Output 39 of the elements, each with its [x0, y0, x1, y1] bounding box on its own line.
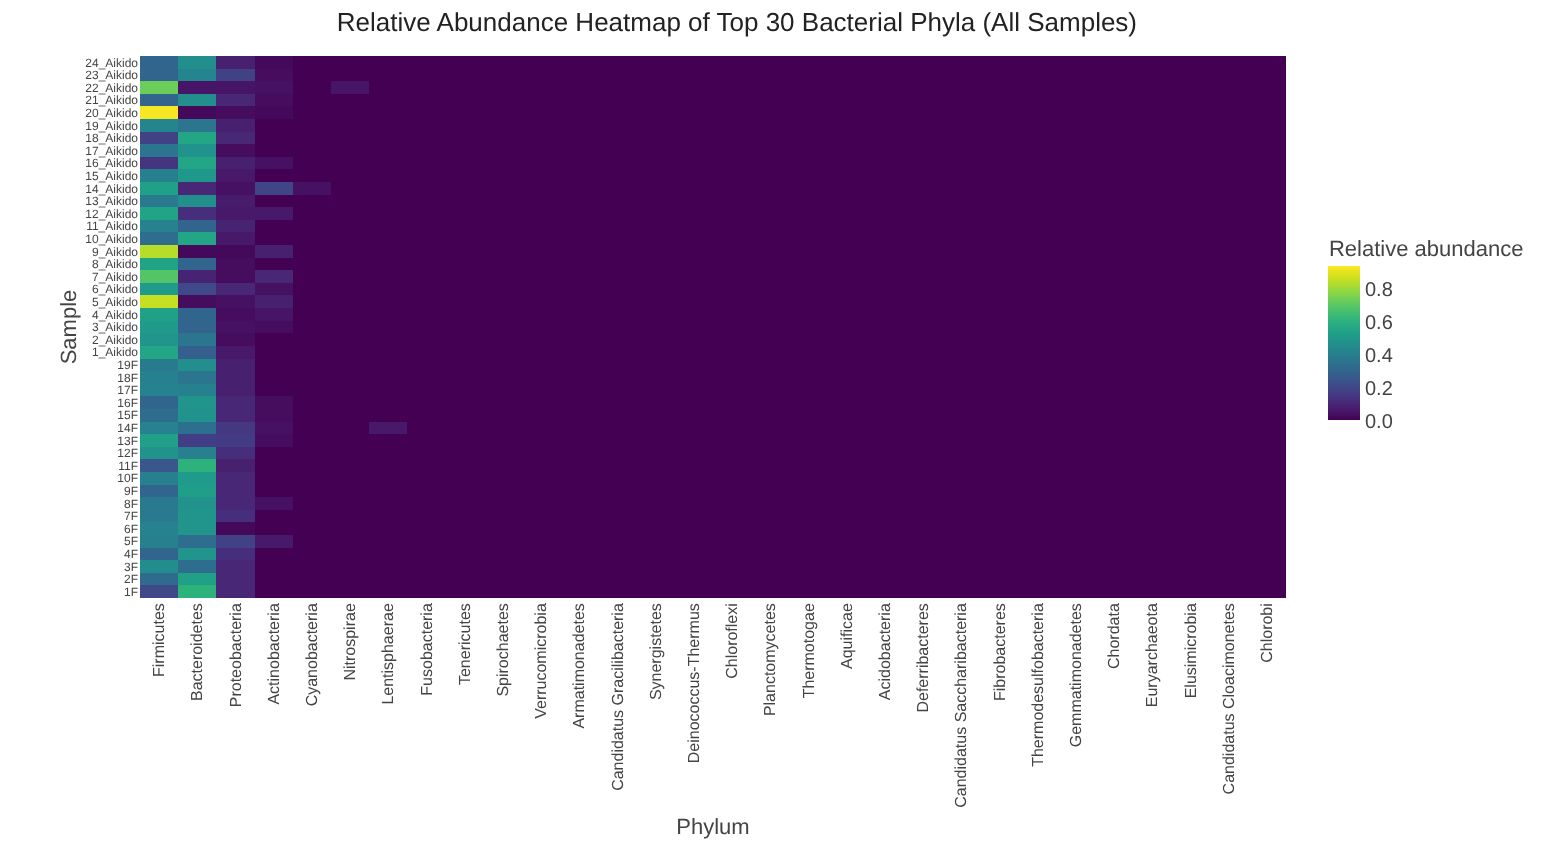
x-tick-label: Cyanobacteria [303, 602, 322, 707]
x-tick-label: Fusobacteria [417, 602, 436, 696]
x-tick-label: Proteobacteria [226, 602, 245, 708]
x-tick-label: Chlorobi [1258, 602, 1277, 663]
x-tick-label: Candidatus Saccharibacteria [952, 602, 971, 808]
x-tick-label: Lentisphaerae [379, 602, 398, 705]
x-tick-label: Thermodesulfobacteria [1028, 602, 1047, 767]
color-bar-label: 0.4 [1365, 345, 1394, 368]
x-tick-label: Deinococcus-Thermus [685, 603, 704, 764]
color-bar-label: 0.0 [1365, 412, 1394, 434]
x-tick-label: Candidatus Gracilibacteria [608, 602, 627, 791]
x-tick-label: Spirochaetes [494, 603, 513, 697]
x-tick-label: Actinobacteria [264, 602, 283, 705]
x-tick-label: Bacteroidetes [188, 603, 207, 702]
x-axis-title: Phylum [676, 816, 750, 841]
x-tick-label: Gemmatimonadetes [1067, 603, 1086, 748]
x-tick-label: Aquificae [837, 602, 856, 670]
x-tick-label: Fibrobacteres [990, 603, 1009, 702]
x-tick-label: Candidatus Cloacimonetes [1219, 603, 1238, 795]
color-bar-label: 0.8 [1365, 279, 1394, 302]
x-tick-label: Acidobacteria [876, 602, 895, 701]
x-tick-label: Thermotogae [799, 602, 818, 699]
x-tick-label: Elusimicrobia [1181, 602, 1200, 699]
x-tick-label: Firmicutes [150, 603, 169, 677]
x-tick-label: Synergistetes [646, 603, 665, 701]
y-axis-title: Sample [58, 289, 82, 365]
x-tick-label: Armatimonadetes [570, 603, 589, 729]
color-bar-title: Relative abundance [1328, 237, 1524, 262]
chart-title: Relative Abundance Heatmap of Top 30 Bacterial Phyla (All Samples) [336, 7, 1138, 38]
color-bar-label: 0.6 [1365, 312, 1394, 335]
x-tick-label: Deferribacteres [914, 603, 933, 713]
x-tick-label: Tenericutes [455, 603, 474, 686]
x-tick-label: Verrucomicrobia [532, 602, 551, 719]
color-bar-label: 0.2 [1365, 378, 1394, 401]
x-tick-label: Chordata [1105, 602, 1124, 670]
x-tick-label: Euryarchaeota [1143, 602, 1162, 708]
x-tick-label: Planctomycetes [761, 603, 780, 717]
x-tick-label: Chloroflexi [723, 602, 742, 679]
x-tick-label: Nitrospirae [341, 602, 360, 681]
